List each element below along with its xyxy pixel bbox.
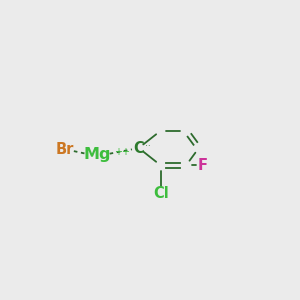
Text: Cl: Cl — [153, 186, 169, 201]
Text: ··: ·· — [145, 142, 151, 151]
Text: Mg: Mg — [83, 148, 111, 163]
Text: F: F — [197, 158, 207, 173]
Text: ++: ++ — [114, 147, 130, 157]
Text: C: C — [134, 140, 144, 155]
Text: Br: Br — [56, 142, 74, 157]
